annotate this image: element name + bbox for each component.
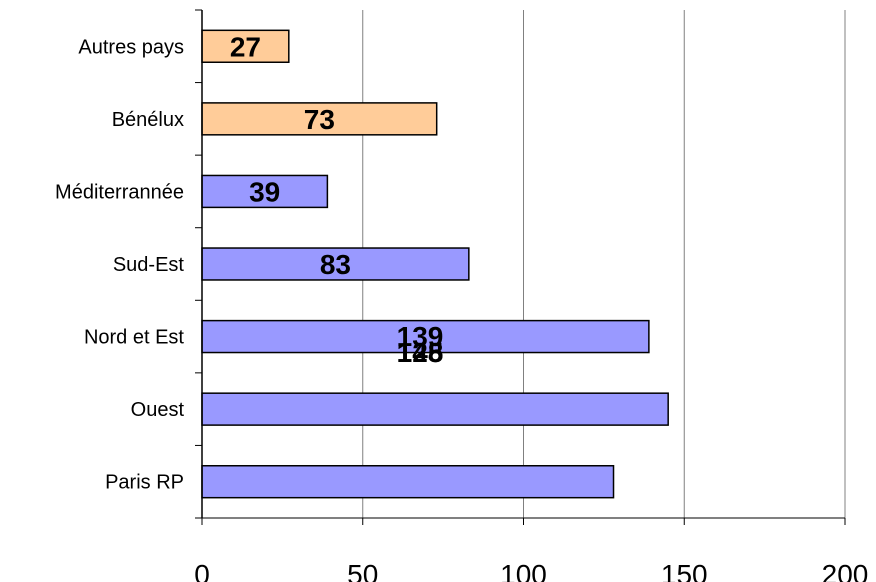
category-label: Ouest [131,399,185,421]
axes [195,9,846,525]
bar [201,102,438,136]
x-tick-label: 150 [661,559,708,582]
category-label: Méditerrannée [55,181,184,203]
data-label: 145 [397,337,444,368]
bar [201,464,615,499]
x-tick-label: 0 [194,559,210,582]
category-label: Sud-Est [113,254,185,276]
data-label: 83 [320,249,351,280]
data-label: 128 [397,337,444,368]
x-tick-label: 50 [347,559,378,582]
x-tick-label: 200 [822,559,869,582]
category-label: Bénélux [112,109,184,131]
category-label: Autres pays [78,36,184,58]
tick-labels: 0 50 100 150 200 Autres pays Bénélux Méditerran… [55,36,868,582]
category-label: Paris RP [105,472,184,494]
bars [201,29,669,499]
bar [201,174,329,209]
bar [201,29,290,64]
data-label: 27 [230,31,261,62]
x-tick-label: 100 [500,559,547,582]
data-label: 39 [249,176,280,207]
data-label: 139 [397,321,444,352]
category-label: Nord et Est [84,327,184,349]
data-label: 73 [304,104,335,135]
bar [201,392,669,426]
